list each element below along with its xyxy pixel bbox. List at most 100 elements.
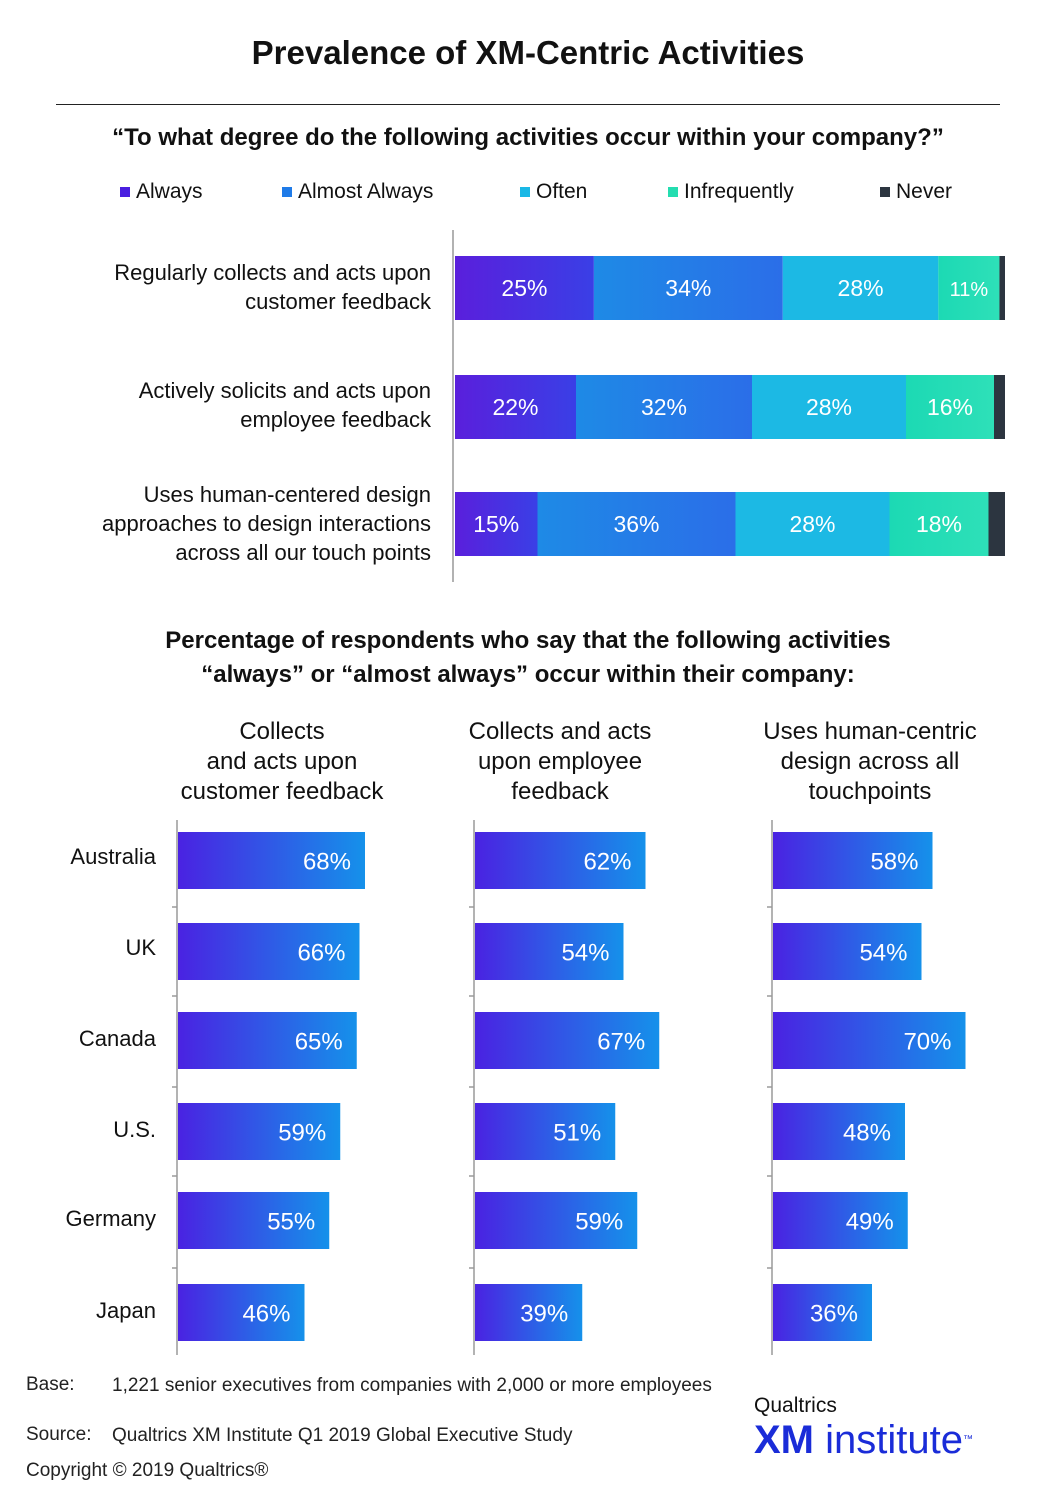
country-label: Japan [96,1298,156,1323]
section-subtitle: Percentage of respondents who say that t… [165,627,891,688]
legend-item-never: Never [880,180,952,204]
country-label: UK [125,935,156,960]
stacked-bar-segment [999,256,1005,320]
country-bar [178,1012,357,1069]
logo-brand-text: Qualtrics [754,1394,837,1417]
country-bar [178,1284,305,1341]
country-bar-value-label: 65% [295,1029,343,1056]
country-bar [475,1012,660,1069]
country-bar-value-label: 59% [575,1209,623,1236]
stacked-bar-value-label: 15% [473,511,519,537]
country-bar-value-label: 70% [903,1029,951,1056]
logo-wordmark: XM institute™ [754,1420,1034,1460]
row-label-employee-feedback: Actively solicits and acts upon employee… [138,378,431,432]
country-bar [475,1103,616,1160]
country-bar-value-label: 48% [843,1120,891,1147]
country-bar [773,1192,908,1249]
stacked-bar-value-label: 25% [501,275,547,301]
stacked-bar-value-label: 11% [950,279,989,301]
column-title-customer: Collects and acts upon customer feedback [180,718,384,805]
country-label: Canada [78,1026,156,1051]
country-label: Australia [70,844,156,869]
legend-item-almost-always: Almost Always [282,180,433,204]
country-bar-value-label: 49% [846,1209,894,1236]
stacked-bar-segment [576,375,752,439]
country-bar [178,832,365,889]
stacked-bar-value-label: 32% [641,394,687,420]
legend-label: Always [136,180,203,203]
logo-xm: XM [754,1418,814,1462]
title-divider [56,104,1000,105]
country-bar-value-label: 66% [297,940,345,967]
country-label: U.S. [113,1117,156,1142]
legend-label: Often [536,180,588,203]
country-bar [178,923,360,980]
logo-trademark: ™ [962,1434,973,1445]
stacked-bar-value-label: 28% [789,511,835,537]
footnote-base-label: Base: [26,1374,75,1395]
legend-item-often: Often [520,180,587,204]
country-bar-value-label: 68% [303,849,351,876]
stacked-bar-segment [593,256,783,320]
legend-item-infrequently: Infrequently [668,180,794,204]
legend-swatch-always [120,187,130,197]
country-bar [475,1192,638,1249]
legend-swatch-almost-always [282,187,292,197]
stacked-bar-value-label: 18% [916,511,962,537]
country-bar-value-label: 54% [859,940,907,967]
country-bar-value-label: 54% [561,940,609,967]
country-bar-value-label: 58% [870,849,918,876]
qualtrics-xm-institute-logo: Qualtrics XM institute™ [754,1394,1034,1460]
stacked-bar-segment [752,375,906,439]
row-label-customer-feedback: Regularly collects and acts upon custome… [114,260,431,314]
country-bar [773,1103,905,1160]
logo-institute: institute [825,1418,963,1462]
copyright-notice: Copyright © 2019 Qualtrics® [26,1460,269,1481]
country-label: Germany [65,1206,156,1231]
legend-swatch-never [880,187,890,197]
stacked-bar-segment [988,492,1005,556]
country-bar-value-label: 55% [267,1209,315,1236]
stacked-bar-segment [889,492,989,556]
legend-swatch-infrequently [668,187,678,197]
footnote-source-label: Source: [26,1424,92,1445]
country-bar [178,1192,330,1249]
country-bar-value-label: 67% [597,1029,645,1056]
stacked-bar-segment [782,256,939,320]
page-title: Prevalence of XM-Centric Activities [251,34,805,71]
country-bar [773,832,933,889]
stacked-bar-segment [994,375,1005,439]
row-label-human-centered-design: Uses human-centered design approaches to… [102,482,431,565]
country-bar [773,1284,872,1341]
stacked-bar-segment [938,256,1000,320]
stacked-bar-segment [735,492,890,556]
legend-label: Infrequently [684,180,794,203]
country-bar [475,923,624,980]
country-bar-value-label: 46% [242,1301,290,1328]
stacked-bar-segment [537,492,736,556]
country-bar [773,923,922,980]
stacked-bar-value-label: 34% [665,275,711,301]
legend-label: Almost Always [298,180,434,203]
country-bar-value-label: 39% [520,1301,568,1328]
column-title-design: Uses human-centric design across all tou… [763,718,977,805]
legend-item-always: Always [120,180,203,204]
legend-swatch-often [520,187,530,197]
country-bar-value-label: 36% [810,1301,858,1328]
country-bar [475,832,646,889]
country-bar-value-label: 51% [553,1120,601,1147]
country-bar [475,1284,583,1341]
footnote-source-text: Qualtrics XM Institute Q1 2019 Global Ex… [112,1425,573,1446]
column-title-employee: Collects and acts upon employee feedback [468,718,652,805]
survey-question: “To what degree do the following activit… [112,124,944,151]
country-bar-value-label: 62% [583,849,631,876]
stacked-bar-value-label: 36% [613,511,659,537]
stacked-bar-segment [455,492,538,556]
country-bar [773,1012,966,1069]
footnote-source: Source: Qualtrics XM Institute Q1 2019 Gl… [26,1424,712,1447]
stacked-bar-segment [906,375,994,439]
stacked-bar-segment [455,256,594,320]
stacked-bar-value-label: 28% [806,394,852,420]
country-bar-value-label: 59% [278,1120,326,1147]
footnote-base-text: 1,221 senior executives from companies w… [112,1375,712,1396]
